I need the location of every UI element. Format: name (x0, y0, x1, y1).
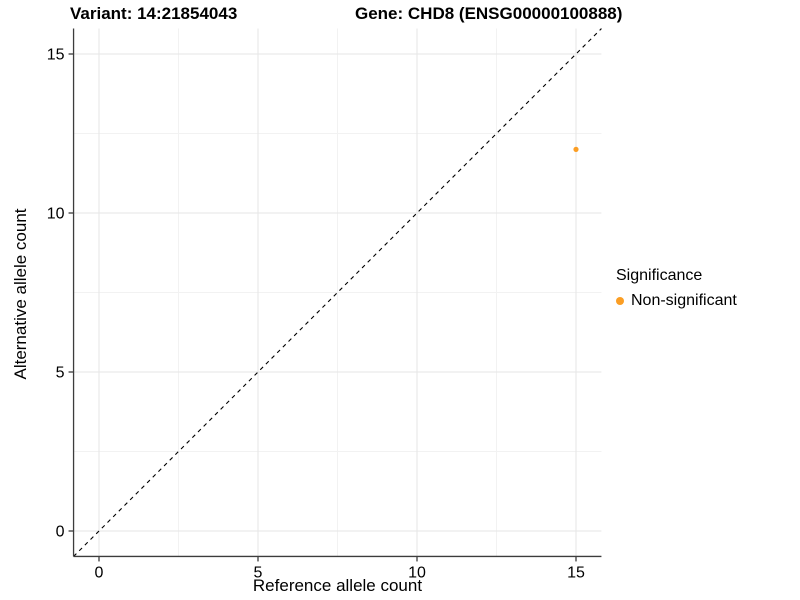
legend: Significance Non-significant (616, 267, 737, 310)
svg-text:10: 10 (408, 564, 426, 581)
x-axis-title: Reference allele count (252, 576, 423, 595)
legend-item: Non-significant (616, 292, 737, 310)
svg-text:15: 15 (567, 564, 585, 581)
svg-text:0: 0 (56, 524, 65, 541)
gene-title: Gene: CHD8 (ENSG00000100888) (355, 4, 623, 23)
legend-item-label: Non-significant (631, 292, 737, 309)
legend-title: Significance (616, 267, 703, 284)
svg-text:5: 5 (254, 564, 263, 581)
y-axis-title: Alternative allele count (11, 208, 30, 380)
variant-title: Variant: 14:21854043 (70, 4, 238, 23)
svg-text:15: 15 (47, 47, 65, 64)
legend-point-icon (616, 297, 624, 305)
svg-text:10: 10 (47, 206, 65, 223)
svg-text:5: 5 (56, 365, 65, 382)
svg-text:0: 0 (95, 564, 104, 581)
